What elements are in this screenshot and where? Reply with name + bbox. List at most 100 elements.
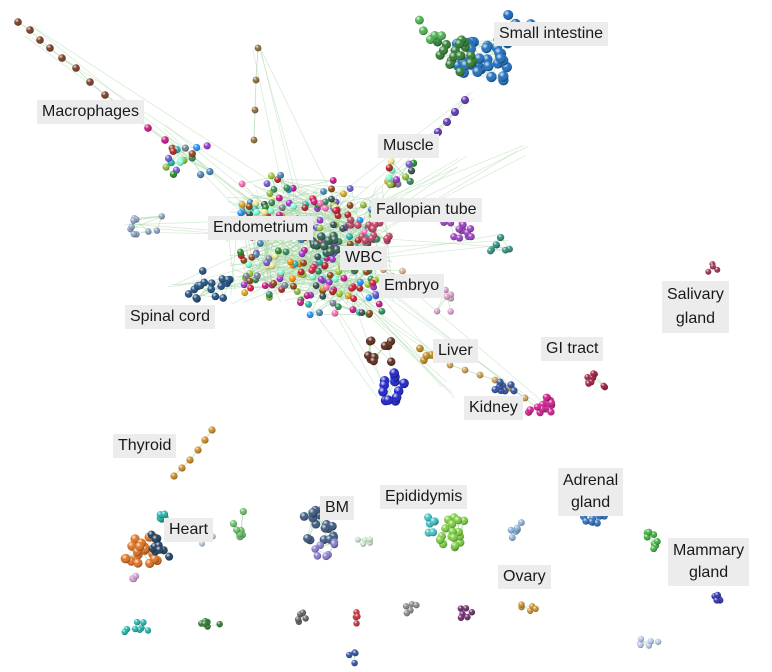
node — [308, 267, 316, 274]
node — [144, 124, 152, 132]
node — [354, 536, 361, 543]
node — [486, 71, 497, 83]
node — [140, 619, 147, 626]
node — [206, 168, 214, 176]
node — [162, 163, 170, 171]
node — [487, 247, 494, 255]
node — [329, 255, 336, 263]
node — [194, 446, 202, 454]
node — [449, 533, 458, 542]
node — [472, 66, 483, 77]
node — [650, 545, 658, 553]
node — [339, 225, 347, 232]
node — [144, 627, 152, 634]
node — [309, 273, 317, 281]
node — [476, 371, 484, 379]
node — [354, 221, 362, 229]
node — [447, 308, 454, 315]
node — [270, 280, 278, 287]
label-spinal-cord: Spinal cord — [125, 305, 216, 329]
node — [369, 279, 377, 287]
node — [252, 76, 260, 84]
node — [131, 625, 139, 633]
node — [261, 282, 269, 290]
node — [297, 268, 305, 276]
node — [286, 258, 294, 266]
node — [261, 208, 268, 216]
label-ovary: Ovary — [498, 565, 551, 589]
node — [713, 596, 721, 604]
node — [714, 591, 721, 599]
node — [468, 609, 476, 616]
node — [645, 528, 653, 536]
node — [290, 282, 297, 290]
node — [254, 44, 262, 52]
node — [326, 247, 335, 257]
node — [224, 276, 232, 284]
node — [443, 118, 451, 126]
node — [317, 275, 325, 283]
node — [208, 426, 216, 434]
label-muscle: Muscle — [378, 134, 439, 158]
node — [498, 71, 509, 82]
node — [369, 356, 378, 366]
node — [415, 15, 424, 25]
node — [367, 336, 376, 345]
node — [466, 50, 476, 61]
node — [267, 172, 275, 180]
node — [590, 370, 597, 377]
node — [347, 216, 355, 224]
node — [365, 294, 373, 302]
edge — [277, 179, 334, 181]
node — [392, 176, 401, 184]
node — [275, 194, 283, 202]
edge — [336, 188, 351, 211]
node — [256, 240, 264, 247]
node — [36, 36, 44, 44]
node — [263, 180, 271, 188]
node — [160, 510, 169, 518]
node — [300, 259, 307, 267]
node — [132, 572, 140, 580]
node — [271, 252, 279, 260]
label-fallopian-tube: Fallopian tube — [371, 198, 482, 222]
node — [170, 472, 178, 480]
node — [253, 208, 260, 216]
node — [438, 45, 449, 55]
node — [496, 378, 504, 386]
node — [507, 381, 515, 389]
node — [26, 26, 34, 34]
node — [201, 436, 209, 444]
node — [532, 605, 539, 612]
node — [240, 281, 248, 289]
node — [437, 31, 447, 41]
node — [165, 552, 174, 561]
node — [363, 268, 370, 276]
node — [150, 554, 160, 564]
node — [413, 601, 420, 609]
node — [321, 262, 329, 269]
node — [368, 234, 376, 243]
node — [237, 248, 244, 256]
node — [233, 526, 241, 534]
node — [526, 406, 534, 414]
node — [181, 144, 189, 152]
node — [369, 225, 377, 233]
node — [383, 235, 391, 243]
edge — [315, 185, 368, 188]
node — [299, 609, 307, 616]
node — [406, 177, 414, 185]
node — [316, 224, 324, 232]
node — [101, 91, 109, 99]
node — [320, 523, 330, 533]
edge — [312, 244, 443, 388]
node — [268, 199, 276, 207]
node — [391, 392, 402, 403]
node — [184, 290, 193, 298]
node — [197, 171, 205, 179]
node — [653, 538, 661, 545]
node — [251, 106, 259, 114]
node — [351, 659, 358, 667]
label-heart: Heart — [164, 518, 214, 542]
node — [130, 230, 138, 238]
